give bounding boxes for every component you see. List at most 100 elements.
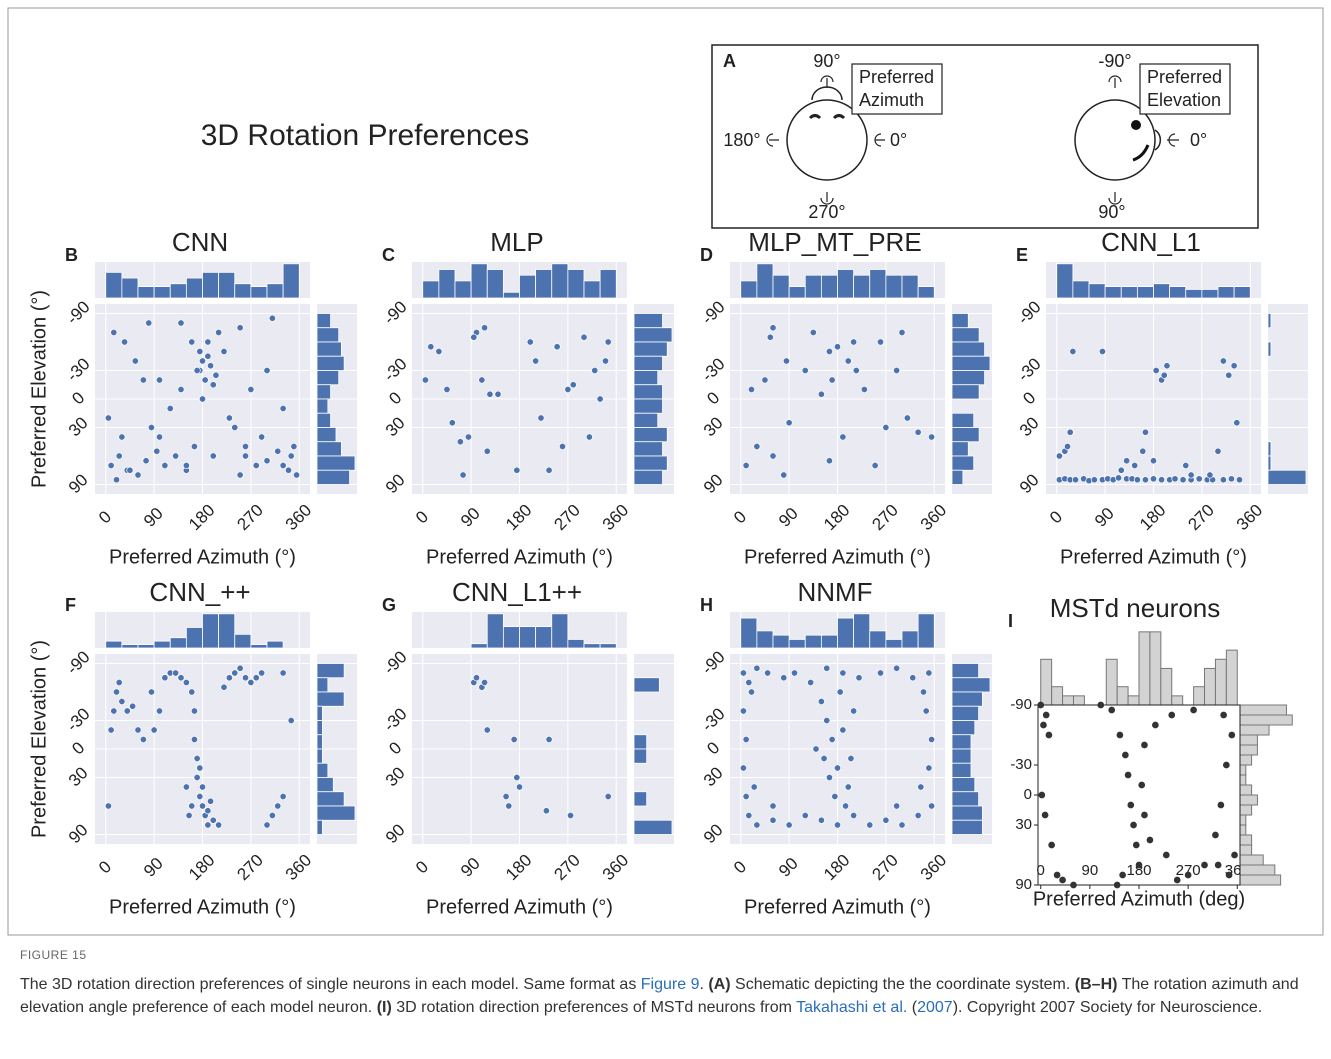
point: [928, 433, 936, 441]
point: [1108, 706, 1116, 714]
point: [747, 688, 756, 696]
hist-bar: [633, 370, 659, 386]
point: [118, 697, 126, 706]
hist-bar: [1217, 286, 1235, 299]
point: [172, 669, 180, 677]
hist-bar: [1193, 686, 1206, 706]
hist-bar: [567, 269, 585, 299]
panel-letter: I: [1008, 611, 1013, 631]
hist-bar: [1239, 784, 1253, 796]
hist-bar: [316, 412, 331, 428]
caption-text: The 3D rotation direction preferences of…: [20, 976, 1299, 1016]
caption-bold: (I): [376, 999, 392, 1016]
point: [1130, 821, 1137, 829]
panel-title: CNN_L1++: [452, 577, 582, 607]
point: [131, 357, 139, 365]
eyes: [808, 114, 846, 120]
hist-bar: [316, 455, 356, 471]
point: [241, 442, 250, 451]
hist-bar: [804, 274, 822, 299]
hist-bar: [885, 274, 903, 299]
y-tick-label: 90: [65, 470, 92, 497]
point: [604, 338, 612, 346]
x-tick-label: 270: [550, 501, 583, 534]
x-tick-label: 90: [775, 854, 802, 881]
hist-bar: [1105, 658, 1118, 706]
point: [852, 366, 860, 375]
hist-bar: [316, 734, 323, 750]
point: [142, 457, 150, 465]
point: [456, 438, 464, 446]
y-tick-label: 0: [68, 738, 88, 758]
plot-frame: [1037, 704, 1241, 886]
point: [147, 688, 155, 696]
point: [1135, 861, 1143, 869]
point: [177, 319, 185, 327]
hist-bar: [951, 355, 991, 371]
point: [134, 471, 142, 479]
point: [1098, 347, 1106, 356]
point: [1146, 836, 1154, 844]
point: [850, 338, 858, 346]
hist-bar: [153, 640, 171, 649]
point: [545, 735, 553, 744]
point: [231, 423, 239, 432]
point: [739, 707, 747, 715]
caption-plain: The 3D rotation direction preferences of…: [20, 976, 641, 993]
label-box: [1139, 63, 1231, 115]
point: [115, 452, 123, 460]
hist-bar: [633, 677, 660, 693]
panel-title: MLP_MT_PRE: [748, 227, 921, 257]
hist-bar: [1088, 283, 1106, 299]
point: [553, 343, 561, 351]
panel-title: NNMF: [797, 577, 872, 607]
hist-bar: [1185, 289, 1203, 299]
point: [1212, 831, 1219, 839]
point: [421, 376, 429, 384]
caption-plain: .: [699, 976, 709, 993]
point: [502, 792, 510, 801]
point: [279, 792, 287, 801]
hist-bar: [951, 313, 969, 329]
y-tick-label: 0: [385, 738, 405, 758]
x-tick-label: 90: [140, 854, 167, 881]
point: [198, 802, 207, 810]
schematic: A 90° Preferred Azimuth 180° 0° 270° -90…: [711, 44, 1259, 229]
hist-bar: [535, 626, 553, 649]
point: [1223, 761, 1230, 769]
point: [196, 347, 204, 356]
point: [1041, 811, 1049, 819]
point: [274, 802, 282, 810]
point: [580, 333, 588, 341]
hist-bar: [804, 634, 822, 649]
caption-link[interactable]: 2007: [917, 999, 953, 1016]
hist-bar: [234, 633, 252, 649]
hist-bar: [1040, 658, 1053, 706]
point: [903, 414, 911, 422]
hist-bar: [519, 626, 537, 649]
hist-bar: [1120, 286, 1138, 299]
hist-bar: [869, 269, 887, 299]
caption-link[interactable]: Takahashi et al.: [796, 999, 908, 1016]
hist-bar: [583, 280, 601, 299]
point: [825, 773, 833, 782]
y-tick-label: 30: [1015, 816, 1032, 833]
point: [1152, 721, 1159, 729]
x-tick-label: 270: [1176, 862, 1201, 879]
caption-link[interactable]: Figure 9: [640, 976, 700, 993]
hist-bar: [756, 263, 774, 299]
x-axis-label: Preferred Azimuth (°): [744, 896, 931, 918]
point: [1217, 801, 1225, 809]
point: [247, 385, 255, 394]
hist-bar: [1239, 734, 1258, 746]
y-tick-label: -90: [380, 647, 411, 678]
point: [258, 433, 266, 441]
hist-bar: [316, 370, 340, 386]
point: [121, 338, 129, 346]
point: [293, 471, 301, 479]
y-tick-label: -30: [698, 704, 729, 735]
point: [1162, 851, 1170, 859]
point: [161, 461, 169, 470]
point: [1141, 811, 1148, 819]
point: [177, 674, 185, 682]
